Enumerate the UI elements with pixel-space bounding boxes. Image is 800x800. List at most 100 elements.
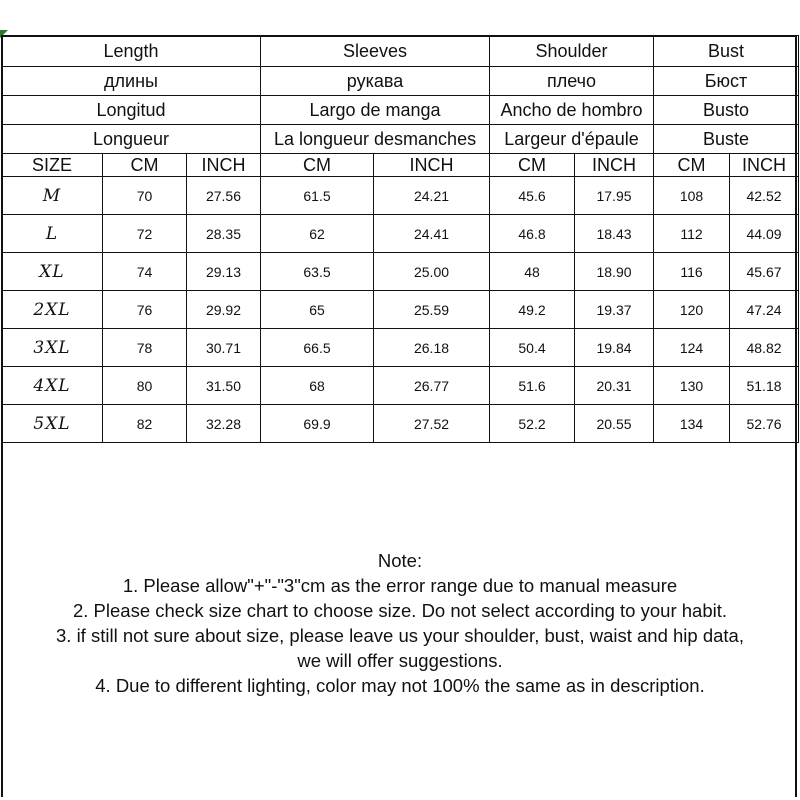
corner-mark (0, 30, 8, 38)
value-cell: 68 (260, 366, 374, 405)
header-cell: Busto (653, 95, 800, 125)
note-block: Note: 1. Please allow"+"-"3"cm as the er… (0, 548, 800, 698)
table-row: XL 74 29.13 63.5 25.00 48 18.90 116 45.67 (1, 252, 800, 291)
value-cell: 28.35 (186, 214, 261, 253)
header-row: длины рукава плечо Бюст (1, 66, 800, 96)
value-cell: 108 (653, 176, 731, 215)
size-chart-table: Length Sleeves Shoulder Bust длины рукава плеч… (1, 35, 800, 443)
note-line: we will offer suggestions. (297, 650, 503, 671)
header-cell: Largo de manga (259, 95, 491, 125)
value-cell: 130 (653, 366, 731, 405)
table-row: 4XL 80 31.50 68 26.77 51.6 20.31 130 51.18 (1, 366, 800, 405)
value-cell: 52.76 (729, 404, 800, 443)
unit-header-cell: CM (260, 153, 374, 177)
value-cell: 47.24 (729, 290, 800, 329)
table-row: 3XL 78 30.71 66.5 26.18 50.4 19.84 124 48.82 (1, 328, 800, 367)
value-cell: 19.37 (574, 290, 655, 329)
header-cell: Length (1, 35, 261, 67)
size-cell: 4XL (1, 366, 103, 405)
value-cell: 20.31 (574, 366, 655, 405)
size-cell: 2XL (1, 290, 103, 329)
value-cell: 65 (260, 290, 374, 329)
value-cell: 45.67 (729, 252, 800, 291)
value-cell: 112 (653, 214, 731, 253)
value-cell: 80 (102, 366, 187, 405)
note-line: 3. if still not sure about size, please … (56, 625, 744, 646)
table-row: 2XL 76 29.92 65 25.59 49.2 19.37 120 47.24 (1, 290, 800, 329)
value-cell: 31.50 (186, 366, 261, 405)
table-row: 5XL 82 32.28 69.9 27.52 52.2 20.55 134 52.76 (1, 404, 800, 443)
value-cell: 74 (102, 252, 187, 291)
value-cell: 48 (489, 252, 576, 291)
unit-header-cell: CM (489, 153, 576, 177)
value-cell: 120 (653, 290, 731, 329)
value-cell: 42.52 (729, 176, 800, 215)
value-cell: 82 (102, 404, 187, 443)
header-cell: Sleeves (259, 35, 491, 67)
header-row: Longitud Largo de manga Ancho de hombro Bus… (1, 95, 800, 125)
value-cell: 27.52 (372, 404, 491, 443)
header-cell: плечо (489, 66, 655, 96)
value-cell: 51.18 (729, 366, 800, 405)
value-cell: 48.82 (729, 328, 800, 367)
header-cell: Largeur d'épaule (489, 124, 655, 154)
value-cell: 124 (653, 328, 731, 367)
value-cell: 29.92 (186, 290, 261, 329)
value-cell: 61.5 (260, 176, 374, 215)
value-cell: 70 (102, 176, 187, 215)
value-cell: 26.18 (372, 328, 491, 367)
header-cell: Bust (653, 35, 800, 67)
header-cell: рукава (259, 66, 491, 96)
value-cell: 46.8 (489, 214, 576, 253)
value-cell: 25.00 (372, 252, 491, 291)
header-cell: длины (1, 66, 261, 96)
header-cell: Longitud (1, 95, 261, 125)
value-cell: 69.9 (260, 404, 374, 443)
value-cell: 30.71 (186, 328, 261, 367)
value-cell: 50.4 (489, 328, 576, 367)
note-line: 2. Please check size chart to choose siz… (72, 600, 727, 621)
header-cell: La longueur desmanches (259, 124, 491, 154)
size-cell: 3XL (1, 328, 103, 367)
value-cell: 29.13 (186, 252, 261, 291)
header-row: Longueur La longueur desmanches Largeur d'… (1, 124, 800, 154)
value-cell: 45.6 (489, 176, 576, 215)
header-cell: Ancho de hombro (489, 95, 655, 125)
value-cell: 66.5 (260, 328, 374, 367)
value-cell: 116 (653, 252, 731, 291)
value-cell: 18.90 (574, 252, 655, 291)
value-cell: 78 (102, 328, 187, 367)
header-cell: Shoulder (489, 35, 655, 67)
unit-header-row: SIZE CM INCH CM INCH CM INCH CM INCH (1, 153, 800, 177)
unit-header-cell: CM (653, 153, 731, 177)
header-cell: Buste (653, 124, 800, 154)
header-cell: Бюст (653, 66, 800, 96)
value-cell: 134 (653, 404, 731, 443)
note-line: 1. Please allow"+"-"3"cm as the error ra… (122, 575, 678, 596)
unit-header-cell: INCH (574, 153, 655, 177)
value-cell: 76 (102, 290, 187, 329)
value-cell: 24.41 (372, 214, 491, 253)
unit-header-cell: SIZE (1, 153, 103, 177)
note-title: Note: (377, 550, 423, 571)
value-cell: 52.2 (489, 404, 576, 443)
value-cell: 24.21 (372, 176, 491, 215)
value-cell: 18.43 (574, 214, 655, 253)
value-cell: 62 (260, 214, 374, 253)
value-cell: 32.28 (186, 404, 261, 443)
value-cell: 20.55 (574, 404, 655, 443)
size-cell: XL (1, 252, 103, 291)
value-cell: 72 (102, 214, 187, 253)
size-cell: M (1, 176, 103, 215)
value-cell: 19.84 (574, 328, 655, 367)
header-row: Length Sleeves Shoulder Bust (1, 35, 800, 67)
unit-header-cell: CM (102, 153, 187, 177)
value-cell: 25.59 (372, 290, 491, 329)
size-cell: L (1, 214, 103, 253)
header-cell: Longueur (1, 124, 261, 154)
unit-header-cell: INCH (372, 153, 491, 177)
table-row: M 70 27.56 61.5 24.21 45.6 17.95 108 42.52 (1, 176, 800, 215)
size-cell: 5XL (1, 404, 103, 443)
value-cell: 49.2 (489, 290, 576, 329)
value-cell: 44.09 (729, 214, 800, 253)
